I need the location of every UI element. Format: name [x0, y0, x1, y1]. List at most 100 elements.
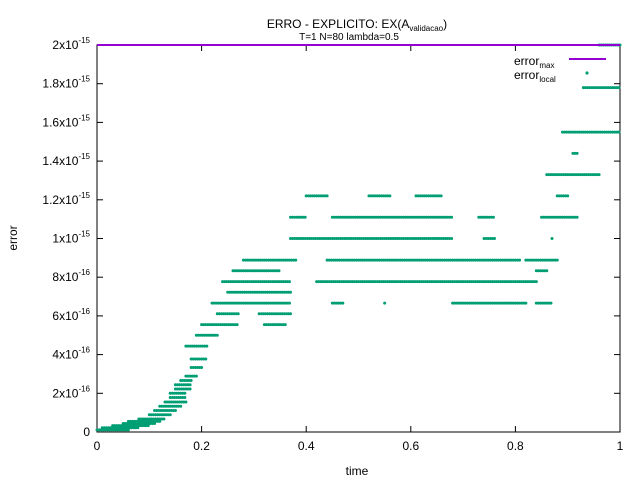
error-local-point	[429, 194, 433, 198]
error-local-point	[280, 312, 284, 316]
error-local-point	[224, 312, 228, 316]
error-local-point	[604, 130, 608, 134]
error-local-point	[507, 301, 511, 305]
error-local-point	[581, 130, 585, 134]
error-local-point	[507, 258, 511, 262]
error-local-point	[461, 258, 465, 262]
error-local-point	[200, 323, 204, 327]
error-local-point	[408, 215, 412, 219]
error-local-point	[145, 417, 149, 421]
error-local-point	[375, 258, 379, 262]
error-local-point	[450, 215, 454, 219]
error-local-point	[376, 237, 380, 240]
error-local-point	[153, 409, 157, 413]
error-local-point	[367, 258, 371, 262]
error-local-point	[335, 237, 339, 240]
error-local-point	[543, 269, 547, 273]
error-local-point	[438, 258, 442, 262]
error-local-point	[289, 215, 293, 219]
error-local-point	[495, 258, 499, 262]
error-local-point	[418, 215, 422, 219]
y-tick-exponent: -16	[78, 346, 90, 355]
error-local-point	[317, 194, 321, 198]
error-local-point	[374, 237, 378, 240]
error-local-point	[256, 301, 260, 305]
error-local-point	[576, 173, 580, 177]
error-local-point	[121, 421, 125, 425]
error-local-point	[331, 258, 335, 262]
error-local-point	[617, 130, 621, 134]
error-local-point	[307, 237, 311, 240]
error-local-point	[518, 280, 522, 284]
error-local-point	[562, 194, 566, 198]
error-local-point	[397, 215, 401, 219]
error-local-point	[480, 258, 484, 262]
error-local-point	[558, 215, 562, 219]
error-local-point	[304, 194, 308, 198]
error-local-point	[424, 215, 428, 219]
error-local-point	[484, 258, 488, 262]
error-local-point	[284, 312, 288, 316]
error-local-point	[196, 344, 200, 348]
error-local-point	[364, 237, 368, 240]
error-local-point	[274, 312, 278, 316]
error-local-point	[235, 301, 239, 305]
error-local-point	[376, 215, 380, 219]
error-local-point	[168, 404, 172, 408]
error-local-point	[254, 280, 258, 284]
error-local-point	[267, 280, 271, 284]
error-local-point	[436, 258, 440, 262]
error-local-point	[323, 280, 327, 284]
error-local-point	[313, 194, 317, 198]
error-local-point	[254, 301, 258, 305]
error-local-point	[367, 280, 371, 284]
error-local-point	[109, 426, 113, 430]
error-local-point	[315, 280, 319, 284]
error-local-point	[158, 404, 162, 408]
error-local-point	[352, 280, 356, 284]
error-local-point	[479, 215, 483, 219]
error-local-point	[154, 413, 158, 417]
error-local-point	[478, 280, 482, 284]
error-local-point	[526, 280, 530, 284]
error-local-point	[367, 194, 371, 198]
error-local-point	[337, 237, 341, 240]
error-local-point	[486, 237, 490, 240]
error-local-point	[193, 357, 197, 361]
error-local-point	[115, 424, 119, 428]
error-local-point	[368, 237, 372, 240]
error-local-point	[383, 215, 387, 219]
error-local-point	[245, 290, 249, 294]
error-local-point	[474, 280, 478, 284]
error-local-point	[407, 280, 411, 284]
legend-swatch-local	[585, 71, 589, 75]
error-local-point	[223, 301, 227, 305]
error-local-point	[330, 237, 334, 240]
error-local-point	[412, 215, 416, 219]
error-local-point	[119, 424, 123, 428]
error-local-point	[559, 173, 563, 177]
error-local-point	[283, 301, 287, 305]
error-local-point	[221, 323, 225, 327]
error-local-point	[133, 419, 137, 423]
error-local-point	[104, 426, 108, 430]
error-local-point	[532, 258, 536, 262]
error-local-point	[182, 387, 186, 391]
error-local-point	[598, 86, 602, 90]
error-local-point	[252, 280, 256, 284]
error-local-point	[234, 312, 238, 316]
error-local-point	[227, 280, 231, 284]
error-local-point	[323, 194, 327, 198]
error-local-point	[228, 312, 232, 316]
error-local-point	[281, 280, 285, 284]
error-local-point	[261, 290, 265, 294]
error-local-point	[278, 290, 282, 294]
error-local-point	[139, 419, 143, 423]
error-local-point	[180, 400, 184, 404]
error-local-point	[416, 237, 420, 240]
error-local-point	[169, 409, 173, 413]
error-local-point	[128, 419, 132, 423]
error-local-point	[418, 237, 422, 240]
error-local-point	[342, 280, 346, 284]
error-local-point	[437, 237, 441, 240]
